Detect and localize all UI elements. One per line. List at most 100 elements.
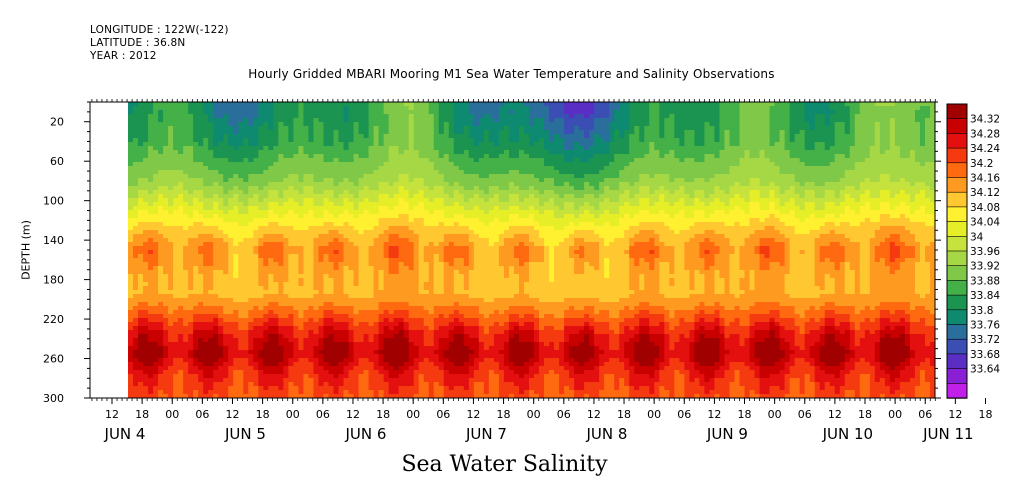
heatmap-cell bbox=[178, 230, 184, 235]
heatmap-cell bbox=[448, 274, 455, 279]
heatmap-cell bbox=[178, 226, 184, 231]
heatmap-cell bbox=[403, 278, 410, 283]
heatmap-cell bbox=[313, 330, 320, 335]
heatmap-cell bbox=[398, 242, 405, 247]
heatmap-cell bbox=[268, 106, 274, 111]
heatmap-cell bbox=[313, 146, 320, 151]
heatmap-cell bbox=[423, 386, 430, 391]
heatmap-cell bbox=[188, 358, 194, 363]
heatmap-cell bbox=[128, 210, 134, 215]
heatmap-cell bbox=[238, 214, 244, 219]
heatmap-cell bbox=[198, 370, 204, 375]
heatmap-cell bbox=[448, 278, 455, 283]
heatmap-cell bbox=[338, 250, 345, 255]
heatmap-cell bbox=[293, 242, 300, 247]
heatmap-cell bbox=[343, 122, 350, 127]
heatmap-cell bbox=[453, 198, 460, 203]
heatmap-cell bbox=[428, 190, 435, 195]
heatmap-cell bbox=[178, 214, 184, 219]
heatmap-cell bbox=[198, 154, 204, 159]
heatmap-cell bbox=[158, 110, 164, 115]
heatmap-cell bbox=[203, 222, 209, 227]
heatmap-cell bbox=[153, 358, 159, 363]
heatmap-cell bbox=[193, 186, 199, 191]
heatmap-cell bbox=[233, 234, 239, 239]
heatmap-cell bbox=[233, 394, 239, 398]
heatmap-cell bbox=[418, 238, 425, 243]
heatmap-cell bbox=[403, 334, 410, 339]
heatmap-cell bbox=[208, 102, 214, 107]
heatmap-cell bbox=[408, 370, 415, 375]
heatmap-cell bbox=[263, 182, 269, 187]
heatmap-cell bbox=[268, 238, 274, 243]
heatmap-cell bbox=[208, 242, 214, 247]
heatmap-cell bbox=[188, 258, 194, 263]
heatmap-cell bbox=[198, 338, 204, 343]
heatmap-cell bbox=[253, 150, 259, 155]
heatmap-cell bbox=[458, 258, 465, 263]
heatmap-cell bbox=[213, 254, 219, 259]
heatmap-cell bbox=[393, 266, 400, 271]
heatmap-cell bbox=[273, 258, 279, 263]
heatmap-cell bbox=[373, 366, 380, 371]
heatmap-cell bbox=[453, 322, 460, 327]
heatmap-cell bbox=[283, 162, 289, 167]
heatmap-cell bbox=[178, 206, 184, 211]
heatmap-cell bbox=[248, 354, 254, 359]
heatmap-cell bbox=[298, 294, 305, 299]
heatmap-cell bbox=[153, 302, 159, 307]
heatmap-cell bbox=[243, 302, 249, 307]
heatmap-cell bbox=[433, 326, 440, 331]
heatmap-cell bbox=[268, 294, 274, 299]
heatmap-cell bbox=[343, 298, 350, 303]
heatmap-cell bbox=[183, 370, 189, 375]
heatmap-cell bbox=[358, 318, 365, 323]
heatmap-cell bbox=[448, 114, 455, 119]
heatmap-cell bbox=[458, 270, 465, 275]
heatmap-cell bbox=[443, 226, 450, 231]
heatmap-cell bbox=[413, 206, 420, 211]
heatmap-cell bbox=[288, 322, 295, 327]
heatmap-cell bbox=[428, 218, 435, 223]
heatmap-cell bbox=[178, 222, 184, 227]
heatmap-cell bbox=[208, 118, 214, 123]
heatmap-cell bbox=[313, 130, 320, 135]
heatmap-cell bbox=[203, 386, 209, 391]
heatmap-cell bbox=[148, 246, 154, 251]
heatmap-cell bbox=[338, 330, 345, 335]
heatmap-cell bbox=[408, 306, 415, 311]
heatmap-cell bbox=[448, 222, 455, 227]
heatmap-cell bbox=[293, 170, 300, 175]
heatmap-cell bbox=[248, 290, 254, 295]
heatmap-cell bbox=[138, 222, 144, 227]
heatmap-cell bbox=[333, 286, 340, 291]
heatmap-cell bbox=[153, 178, 159, 183]
heatmap-cell bbox=[338, 246, 345, 251]
heatmap-cell bbox=[428, 302, 435, 307]
heatmap-cell bbox=[243, 234, 249, 239]
heatmap-cell bbox=[183, 214, 189, 219]
heatmap-cell bbox=[338, 306, 345, 311]
heatmap-cell bbox=[363, 110, 370, 115]
heatmap-cell bbox=[363, 206, 370, 211]
heatmap-cell bbox=[233, 142, 239, 147]
heatmap-cell bbox=[218, 386, 224, 391]
heatmap-cell bbox=[208, 238, 214, 243]
heatmap-cell bbox=[173, 274, 179, 279]
heatmap-cell bbox=[323, 298, 330, 303]
heatmap-cell bbox=[163, 162, 169, 167]
heatmap-cell bbox=[158, 286, 164, 291]
heatmap-cell bbox=[243, 218, 249, 223]
heatmap-cell bbox=[203, 278, 209, 283]
heatmap-cell bbox=[233, 338, 239, 343]
heatmap-cell bbox=[453, 370, 460, 375]
heatmap-cell bbox=[403, 182, 410, 187]
heatmap-cell bbox=[433, 278, 440, 283]
heatmap-cell bbox=[373, 138, 380, 143]
heatmap-cell bbox=[438, 390, 445, 395]
heatmap-cell bbox=[128, 286, 134, 291]
heatmap-cell bbox=[398, 350, 405, 355]
heatmap-cell bbox=[298, 390, 305, 395]
heatmap-cell bbox=[148, 242, 154, 247]
heatmap-cell bbox=[338, 190, 345, 195]
